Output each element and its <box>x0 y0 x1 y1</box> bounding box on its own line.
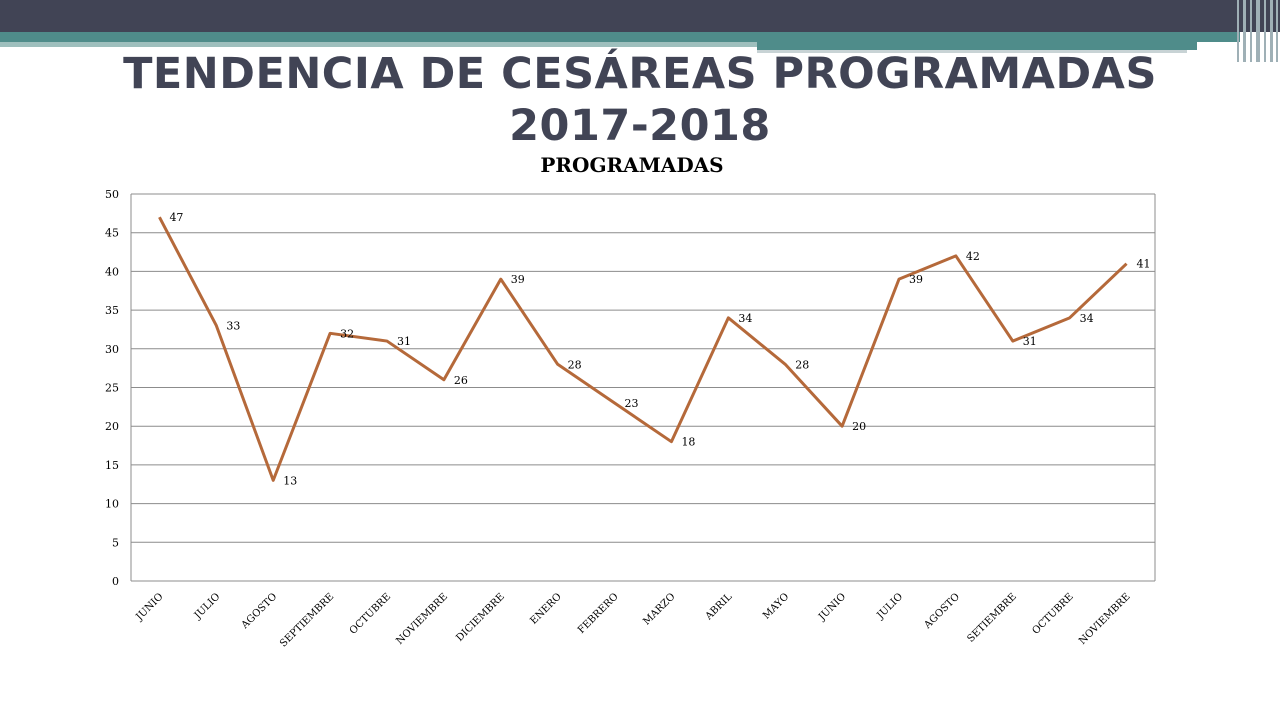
data-label: 34 <box>1080 312 1094 325</box>
y-tick-label: 15 <box>105 459 119 472</box>
data-label: 28 <box>568 358 582 371</box>
y-tick-label: 40 <box>105 265 119 278</box>
x-tick-label: AGOSTO <box>922 591 962 631</box>
x-tick-label: JUNIO <box>134 591 166 623</box>
y-axis-ticks: 0 5 10 15 20 25 30 35 40 45 50 <box>105 188 119 588</box>
y-tick-label: 25 <box>105 382 119 395</box>
grid-lines <box>130 193 1156 582</box>
x-tick-label: JULIO <box>192 591 223 622</box>
line-chart: PROGRAMADAS 0 5 10 15 20 25 30 35 40 45 50 JUNIO JU… <box>105 153 1156 649</box>
x-tick-label: NOVIEMBRE <box>1077 591 1133 647</box>
data-label: 39 <box>909 273 923 286</box>
data-label: 47 <box>169 211 183 224</box>
y-tick-label: 45 <box>105 227 119 240</box>
y-tick-label: 50 <box>105 188 119 201</box>
x-tick-label: OCTUBRE <box>1030 591 1075 636</box>
data-label: 34 <box>738 312 752 325</box>
x-tick-label: MAYO <box>761 591 791 621</box>
x-tick-label: ENERO <box>528 591 563 626</box>
y-tick-label: 20 <box>105 420 119 433</box>
series-line <box>158 216 1128 482</box>
corner-decoration <box>1235 0 1280 62</box>
x-tick-label: MARZO <box>641 591 677 627</box>
y-tick-label: 5 <box>112 536 119 549</box>
data-labels: 47 33 13 32 31 26 39 28 23 18 34 28 20 39 42 31 34 41 <box>169 211 1150 487</box>
data-label: 13 <box>283 474 297 487</box>
y-tick-label: 35 <box>105 304 119 317</box>
data-label: 41 <box>1137 258 1151 271</box>
data-label: 28 <box>795 358 809 371</box>
data-label: 20 <box>852 420 866 433</box>
data-label: 32 <box>340 327 354 340</box>
slide-title-line2: 2017-2018 <box>509 101 771 151</box>
data-label: 26 <box>454 374 468 387</box>
x-tick-label: ABRIL <box>703 591 735 623</box>
x-tick-label: NOVIEMBRE <box>394 591 450 647</box>
top-banner <box>0 0 1280 32</box>
x-tick-label: AGOSTO <box>239 591 279 631</box>
y-tick-label: 30 <box>105 343 119 356</box>
accent-stripe <box>0 32 1240 42</box>
data-label: 39 <box>511 273 525 286</box>
data-label: 18 <box>681 436 695 449</box>
data-label: 23 <box>625 397 639 410</box>
data-label: 42 <box>966 250 980 263</box>
y-tick-label: 0 <box>112 575 119 588</box>
accent-stripe-right <box>757 42 1197 50</box>
accent-stripe-thin <box>757 50 1187 53</box>
x-tick-label: SEPTIEMBRE <box>278 591 336 649</box>
x-tick-label: DICIEMBRE <box>454 591 507 644</box>
accent-stripe-light <box>0 42 757 47</box>
chart-title: PROGRAMADAS <box>540 153 723 177</box>
x-tick-label: OCTUBRE <box>348 591 393 636</box>
x-tick-label: JULIO <box>875 591 906 622</box>
x-tick-label: SETIEMBRE <box>966 591 1019 644</box>
slide-title: TENDENCIA DE CESÁREAS PROGRAMADAS 2017-2… <box>0 48 1280 152</box>
series-programadas <box>158 216 1128 482</box>
slide-title-line1: TENDENCIA DE CESÁREAS PROGRAMADAS <box>123 49 1157 99</box>
x-tick-label: JUNIO <box>816 591 848 623</box>
x-tick-label: FEBRERO <box>576 591 621 636</box>
y-tick-label: 10 <box>105 498 119 511</box>
data-label: 31 <box>1023 335 1037 348</box>
data-label: 31 <box>397 335 411 348</box>
data-label: 33 <box>226 320 240 333</box>
